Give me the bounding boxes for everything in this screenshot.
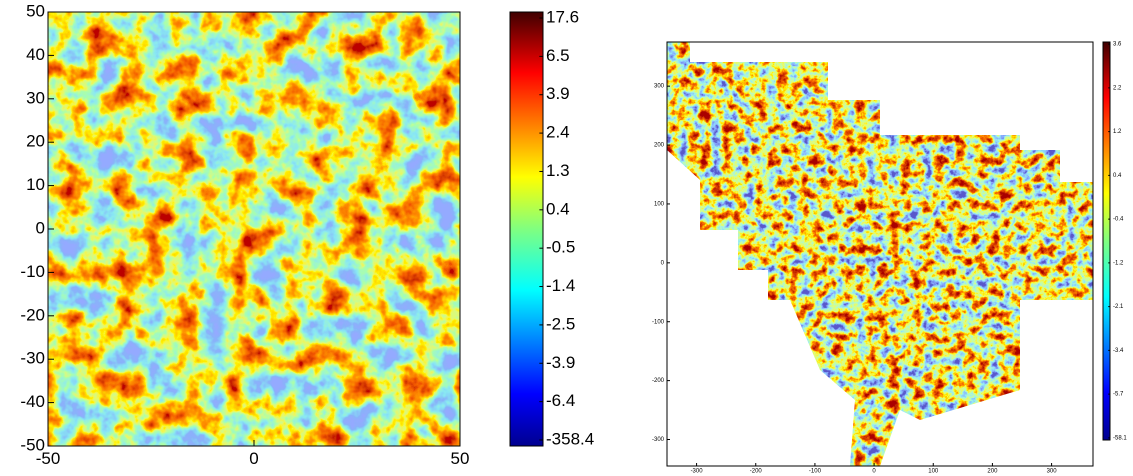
colorbar-tick-label: -5.7 bbox=[1113, 392, 1124, 398]
y-tick-label: -40 bbox=[20, 392, 45, 411]
colorbar bbox=[509, 11, 544, 447]
y-tick-label: 20 bbox=[26, 132, 45, 151]
y-tick-label: 10 bbox=[26, 175, 45, 194]
colorbar-tick-label: -3.4 bbox=[1113, 348, 1124, 354]
y-tick-label: -50 bbox=[20, 435, 45, 454]
heatmap-panel: -50 0 50 -50 -40 -30 -20 -10 0 10 20 30 40 50 17.6 6.5 3… bbox=[20, 1, 594, 468]
x-tick-label: 50 bbox=[451, 449, 470, 468]
colorbar-tick-label: 17.6 bbox=[546, 7, 579, 26]
x-tick-label: -100 bbox=[809, 468, 822, 474]
plot-frame bbox=[666, 41, 1094, 467]
colorbar-tick-label: -1.4 bbox=[546, 276, 575, 295]
x-tick-label: 0 bbox=[872, 468, 876, 474]
colorbar-tick-label: 3.9 bbox=[546, 84, 570, 103]
y-tick-label: 0 bbox=[661, 260, 665, 266]
colorbar-tick-label: -3.9 bbox=[546, 353, 575, 372]
colorbar-tick-label: 0.4 bbox=[546, 199, 570, 218]
colorbar-tick-label: 6.5 bbox=[546, 46, 570, 65]
colorbar-tick-label: -6.4 bbox=[546, 391, 575, 410]
y-tick-label: 100 bbox=[654, 202, 665, 208]
heatmap-panel: -300 -200 -100 0 100 200 300 -300 -200 -100 0 100 20… bbox=[652, 41, 1127, 474]
y-tick-label: -200 bbox=[652, 378, 665, 384]
colorbar-tick-label: -2.5 bbox=[546, 314, 575, 333]
colorbar-tick-label: -0.4 bbox=[1113, 217, 1124, 223]
y-tick-label: -30 bbox=[20, 349, 45, 368]
y-tick-label: -10 bbox=[20, 262, 45, 281]
x-tick-label: 0 bbox=[249, 449, 258, 468]
heatmap-image bbox=[48, 12, 460, 446]
y-tick-label: -300 bbox=[652, 437, 665, 443]
x-tick-label: 100 bbox=[928, 468, 939, 474]
colorbar-tick-label: -58.1 bbox=[1113, 435, 1127, 441]
y-tick-label: -100 bbox=[652, 319, 665, 325]
x-tick-label: 200 bbox=[987, 468, 998, 474]
x-tick-label: 300 bbox=[1047, 468, 1058, 474]
colorbar-tick-label: -2.1 bbox=[1113, 304, 1124, 310]
y-tick-label: 200 bbox=[654, 143, 665, 149]
y-tick-label: 0 bbox=[36, 218, 45, 237]
colorbar-tick-label: 2.4 bbox=[546, 123, 570, 142]
y-tick-label: -20 bbox=[20, 305, 45, 324]
x-tick-label: -300 bbox=[691, 468, 704, 474]
y-tick-label: 300 bbox=[654, 84, 665, 90]
colorbar-tick-label: -358.4 bbox=[546, 429, 594, 448]
y-tick-label: 30 bbox=[26, 88, 45, 107]
y-tick-label: 50 bbox=[26, 1, 45, 20]
colorbar-tick-label: 0.4 bbox=[1113, 173, 1122, 179]
heatmap-image bbox=[667, 42, 1093, 466]
colorbar-tick-label: -0.5 bbox=[546, 238, 575, 257]
colorbar-tick-label: 3.6 bbox=[1113, 42, 1122, 48]
colorbar bbox=[1102, 41, 1111, 441]
x-tick-label: -200 bbox=[750, 468, 763, 474]
colorbar-tick-label: 1.2 bbox=[1113, 129, 1122, 135]
colorbar-tick-label: -1.2 bbox=[1113, 260, 1124, 266]
x-tick-label: -50 bbox=[36, 449, 61, 468]
colorbar-tick-label: 1.3 bbox=[546, 161, 570, 180]
colorbar-tick-label: 2.2 bbox=[1113, 85, 1122, 91]
y-tick-label: 40 bbox=[26, 45, 45, 64]
